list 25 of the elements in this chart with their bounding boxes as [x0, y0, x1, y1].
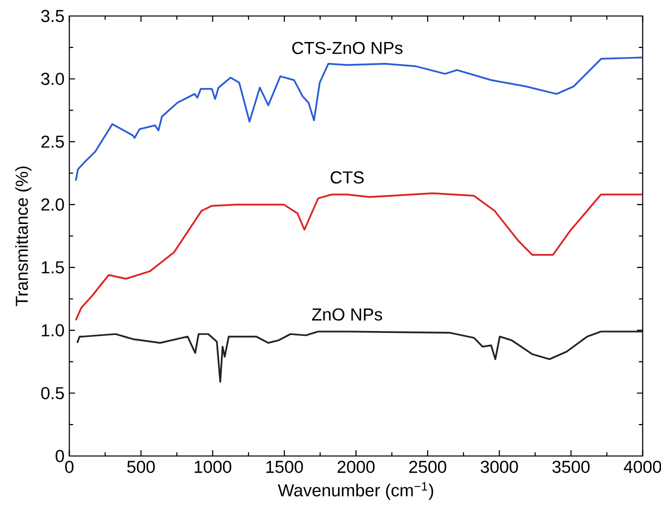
y-tick-label: 3.5	[41, 10, 64, 22]
x-tick-label: 4000	[624, 460, 661, 473]
x-tick-label: 1500	[266, 460, 303, 473]
x-tick-label: 3000	[480, 460, 518, 473]
y-tick-label: 1.0	[42, 324, 64, 336]
line-series	[74, 192, 643, 322]
x-tick-label: 3500	[552, 460, 590, 473]
series-label: CTS	[330, 171, 364, 184]
y-tick-label: 0.5	[41, 387, 64, 400]
x-tick-label: 2000	[338, 460, 375, 473]
y-tick-label: 2.5	[41, 136, 64, 148]
x-axis-title: Wavenumber (cm$^{−1}$)	[278, 482, 434, 500]
series-label: CTS-ZnO NPs	[292, 42, 402, 54]
line-series	[74, 56, 643, 182]
line-series	[76, 330, 643, 383]
y-tick-label: 0	[56, 450, 64, 462]
series-label: ZnO NPs	[312, 308, 382, 321]
y-tick-label: 2.0	[41, 198, 64, 211]
y-tick-label: 1.5	[42, 261, 64, 274]
x-tick-label: 0	[65, 460, 74, 473]
y-tick-label: 3.0	[41, 72, 64, 85]
x-tick-label: 2500	[409, 460, 446, 473]
x-tick-label: 500	[127, 460, 155, 473]
y-axis-title: Transmittance (%)	[15, 166, 32, 306]
x-tick-label: 1000	[194, 460, 232, 473]
